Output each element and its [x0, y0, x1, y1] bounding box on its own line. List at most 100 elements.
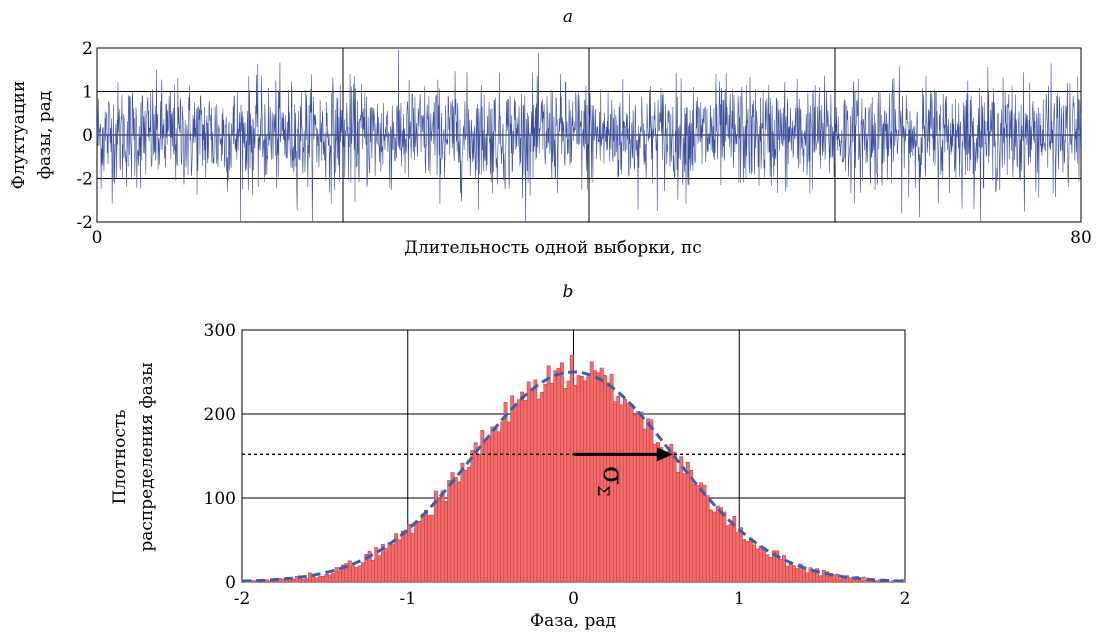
chart-b-histogram-bar	[682, 473, 687, 583]
chart-b-histogram-bar	[669, 443, 674, 583]
chart-b-histogram-bar	[357, 565, 362, 583]
chart-a-ytick-label: 2	[82, 39, 93, 59]
chart-b-histogram-bar	[679, 456, 684, 583]
chart-b-histogram-bar	[460, 462, 465, 583]
chart-b-histogram-bar	[317, 576, 322, 583]
chart-b-histogram-bar	[546, 365, 551, 583]
chart-a-phase-signal	[96, 49, 1082, 223]
chart-b-histogram-bar	[500, 421, 505, 583]
chart-b-histogram-bar	[483, 442, 488, 583]
chart-b-histogram-bar	[815, 568, 820, 583]
chart-b-histogram-bar	[377, 555, 382, 583]
panel-b-label: b	[563, 282, 574, 302]
chart-b-histogram-bar	[666, 451, 670, 583]
chart-b-histogram-bar	[828, 576, 833, 583]
chart-b-histogram-bar	[321, 576, 326, 583]
chart-b-histogram-bar	[874, 580, 879, 583]
chart-b-histogram-bar	[520, 391, 525, 583]
chart-b-histogram-bar	[563, 388, 568, 583]
chart-a: 210-2-20 80 Длительность одной выборки, п…	[9, 39, 1092, 258]
chart-b-histogram-bar	[477, 453, 481, 583]
chart-b-histogram-bar	[569, 354, 574, 583]
chart-b-histogram-bar	[685, 461, 690, 583]
chart-b-histogram-bar	[506, 421, 511, 583]
chart-b-histogram-bar	[719, 507, 723, 583]
chart-b-histogram-bar	[404, 529, 408, 583]
chart-b-histogram-bar	[765, 554, 770, 583]
chart-b-ytick-label: 200	[204, 405, 236, 425]
chart-b-histogram-bar	[811, 571, 816, 583]
chart-b-histogram-bar	[695, 485, 700, 583]
chart-b-histogram-bar	[742, 539, 747, 583]
chart-b-histogram-bar	[301, 578, 306, 583]
chart-b-histogram-bar	[649, 419, 654, 583]
chart-b-histogram-bar	[308, 572, 312, 583]
chart-b-histogram-bar	[400, 530, 405, 583]
chart-b-histogram-bar	[311, 576, 316, 583]
chart-b-histogram-bar	[480, 430, 485, 583]
chart-b-histogram-bar	[659, 447, 664, 583]
chart-b-ylabel-line2: распределения фазы	[137, 362, 157, 551]
chart-b-histogram-bar	[447, 480, 452, 583]
chart-b-histogram-bar	[712, 511, 717, 583]
chart-b-histogram-bar	[543, 383, 548, 583]
chart-b-sigma-arrowhead	[656, 447, 673, 462]
chart-b-ylabel-line1: Плотность	[110, 409, 130, 504]
chart-b-histogram-bar	[672, 451, 677, 583]
chart-b-histogram-bar	[457, 481, 462, 583]
chart-b-histogram-bar	[470, 450, 475, 583]
chart-b-histogram-bar	[626, 402, 631, 583]
chart-b-histogram-bar	[768, 557, 773, 583]
chart-b-histogram-bar	[788, 563, 793, 583]
chart-b-histogram-bar	[450, 472, 455, 583]
chart-b-xtick-label: 1	[734, 589, 745, 609]
chart-b-histogram-bar	[397, 539, 402, 583]
chart-b-histogram-bar	[550, 383, 554, 583]
panel-a-label: a	[563, 7, 573, 27]
chart-b-histogram-bar	[835, 573, 839, 583]
chart-b-histogram-bar	[752, 544, 757, 583]
chart-b-histogram-bar	[629, 403, 634, 583]
chart-b-ytick-label: 0	[225, 573, 236, 593]
chart-b-histogram-bar	[795, 568, 800, 583]
chart-b-histogram-bar	[334, 567, 339, 583]
chart-b-ytick-label: 300	[204, 321, 236, 341]
chart-b-histogram-bar	[636, 410, 641, 583]
chart-b-histogram-bar	[702, 484, 707, 583]
chart-b-histogram-bar	[739, 527, 743, 583]
chart-b-histogram-bar	[861, 576, 866, 583]
chart-b-xtick-label: 2	[900, 589, 911, 609]
chart-b-histogram-bar	[553, 370, 558, 583]
chart-a-ylabel-line2: фазы, рад	[35, 91, 55, 180]
chart-b-histogram-bar	[619, 404, 624, 583]
chart-b-histogram-bar	[487, 436, 491, 583]
chart-b-histogram-bar	[331, 572, 336, 583]
chart-b-histogram-bar	[745, 541, 750, 583]
chart-b-histogram-bar	[559, 362, 564, 583]
chart-a-xtick-label: 0	[92, 228, 103, 248]
chart-b-histogram-bar	[778, 559, 783, 583]
chart-b-histogram-bar	[805, 572, 810, 583]
chart-b-histogram-bar	[324, 574, 329, 583]
chart-b-histogram-bar	[676, 472, 680, 583]
chart-a-xtick-label: 80	[1070, 228, 1092, 248]
chart-b-histogram-bar	[758, 545, 763, 583]
chart-b-histogram-bar	[407, 524, 412, 583]
chart-b-histogram-bar	[387, 542, 392, 583]
chart-b-histogram-bar	[410, 533, 415, 583]
chart-a-xlabel: Длительность одной выборки, пс	[404, 238, 702, 258]
chart-b-histogram-bar	[792, 565, 796, 583]
chart-b-histogram-bar	[656, 442, 660, 583]
chart-b-histogram-bar	[417, 521, 422, 583]
chart-b-histogram-bar	[642, 428, 647, 583]
chart-b-histogram-bar	[473, 442, 478, 583]
chart-b-histogram-bar	[337, 570, 342, 583]
chart-b-histogram-bar	[420, 513, 425, 583]
chart-b-histogram-bar	[785, 566, 790, 583]
chart-b-histogram-bar	[705, 495, 710, 583]
chart-a-ytick-label: 0	[82, 126, 93, 146]
chart-b-histogram-bar	[573, 384, 578, 583]
chart-b-sigma-label: σΣ	[594, 466, 630, 496]
chart-b-histogram-bar	[692, 484, 697, 583]
